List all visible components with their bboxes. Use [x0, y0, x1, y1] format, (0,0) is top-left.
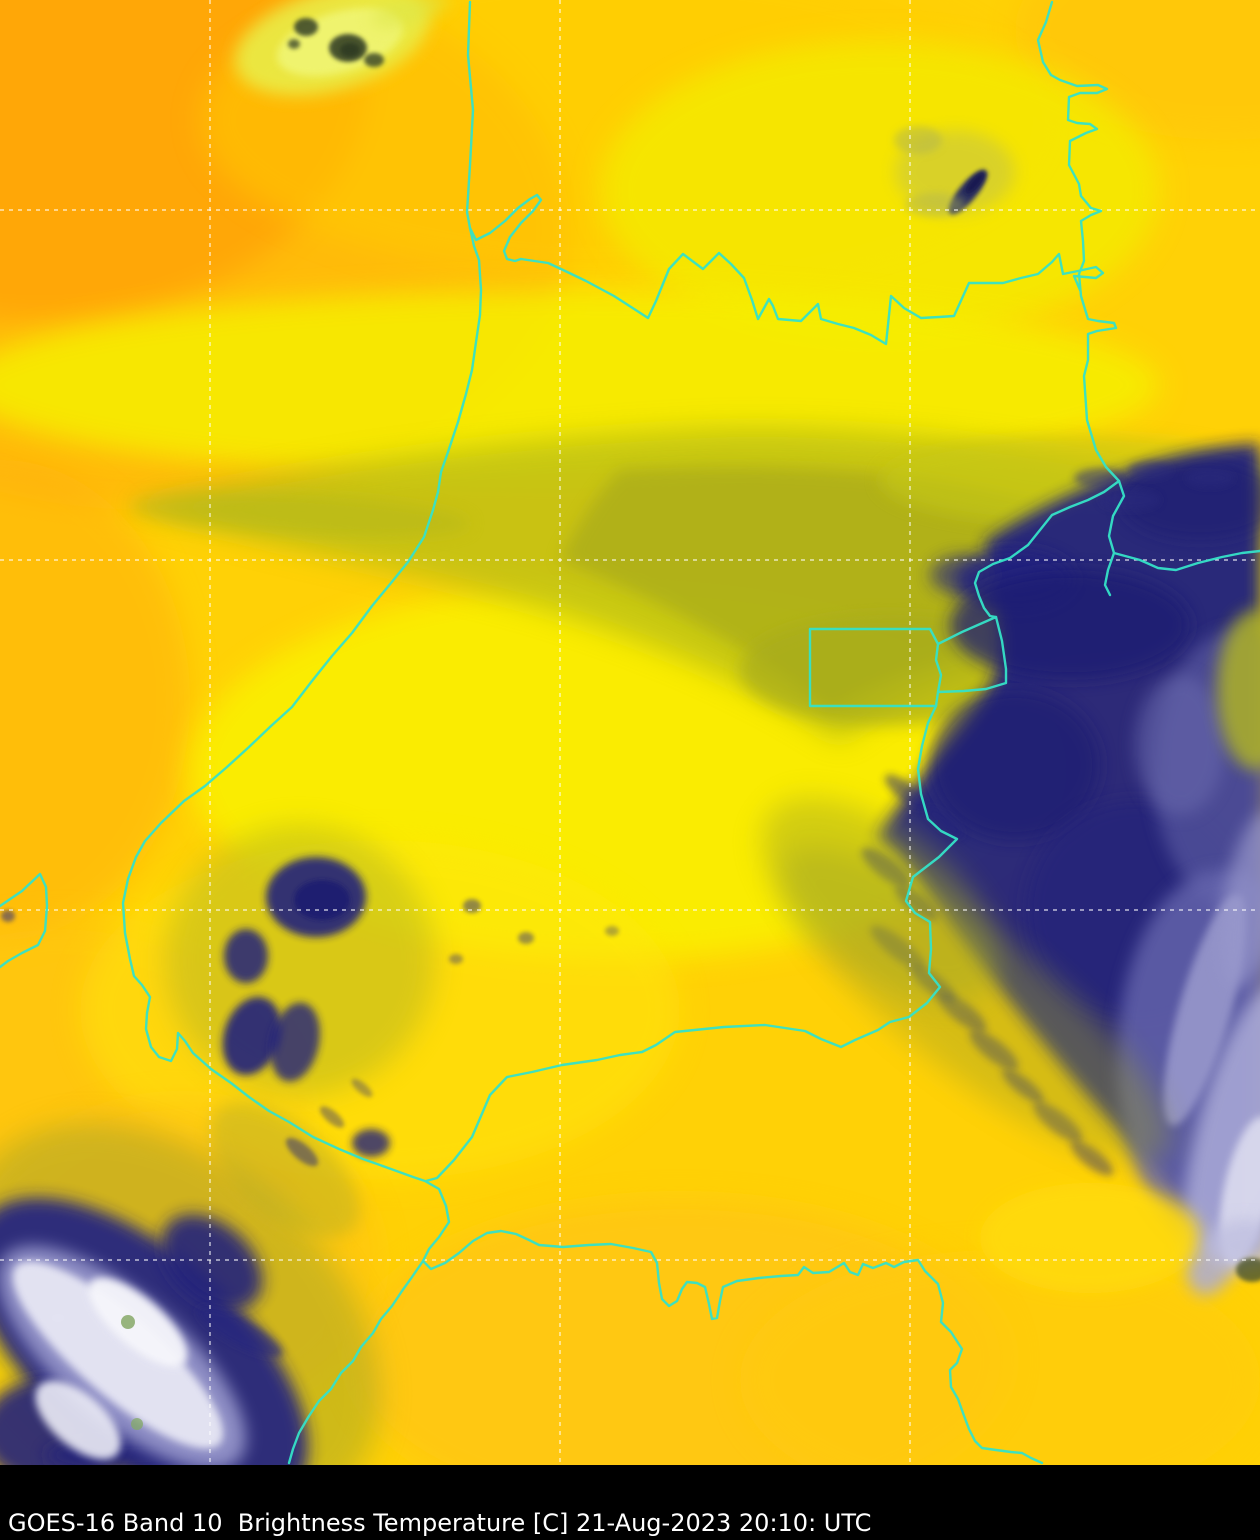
river-to-county [973, 479, 1121, 619]
river-meander-west [0, 872, 49, 969]
map-borders [0, 0, 1260, 1465]
caption-bar: GOES-16 Band 10 Brightness Temperature [… [0, 1465, 1260, 1540]
satellite-map [0, 0, 1260, 1465]
latlon-gridlines [0, 0, 1260, 1465]
cold-cloud-masses [761, 443, 1260, 1296]
caption-text: GOES-16 Band 10 Brightness Temperature [… [8, 1508, 872, 1537]
midwest-cloud-cluster [1, 825, 619, 1157]
bottom-left-storm [0, 1078, 381, 1465]
small-cloud-spots [234, 0, 1260, 1282]
county-outline-box [808, 615, 1008, 708]
oxbow-loop [468, 193, 543, 263]
border-bottom-left [287, 1259, 425, 1465]
state-border-north [519, 251, 1105, 346]
satellite-image [0, 0, 1260, 1465]
river-below-county [424, 704, 959, 1183]
state-border-west-river [121, 0, 1044, 1465]
river-border-east-branch [1112, 549, 1260, 572]
river-border-east [1036, 0, 1126, 597]
